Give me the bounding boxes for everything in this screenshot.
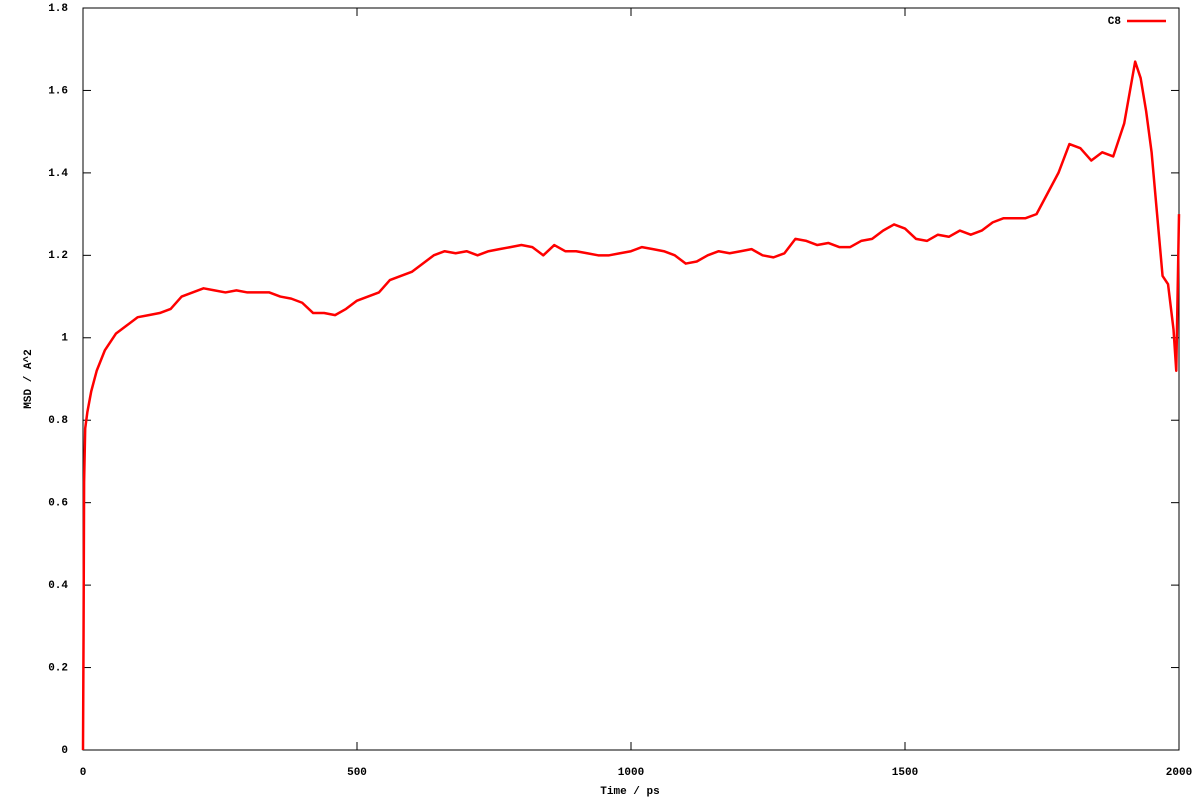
y-tick-label: 0.2: [48, 662, 68, 674]
plot-frame: [82, 7, 1180, 751]
y-tick-label: 0.6: [48, 498, 68, 510]
x-axis-label: Time / ps: [600, 786, 659, 798]
y-tick-label: 0.8: [48, 415, 68, 427]
y-tick-label: 0.4: [48, 580, 68, 592]
data-line: [81, 60, 1181, 751]
y-tick-label: 1: [61, 333, 68, 345]
x-tick-label: 1500: [892, 767, 918, 779]
y-tick-label: 0: [61, 745, 68, 757]
x-tick-label: 500: [347, 767, 367, 779]
x-tick-label: 1000: [618, 767, 644, 779]
legend-label: C8: [1108, 16, 1122, 28]
y-tick-label: 1.6: [48, 85, 68, 97]
y-tick-label: 1.4: [48, 168, 68, 180]
y-tick-label: 1.8: [48, 3, 68, 15]
y-tick-label: 1.2: [48, 250, 68, 262]
x-tick-label: 2000: [1166, 767, 1192, 779]
x-tick-label: 0: [80, 767, 87, 779]
y-axis-label: MSD / A^2: [23, 349, 35, 408]
